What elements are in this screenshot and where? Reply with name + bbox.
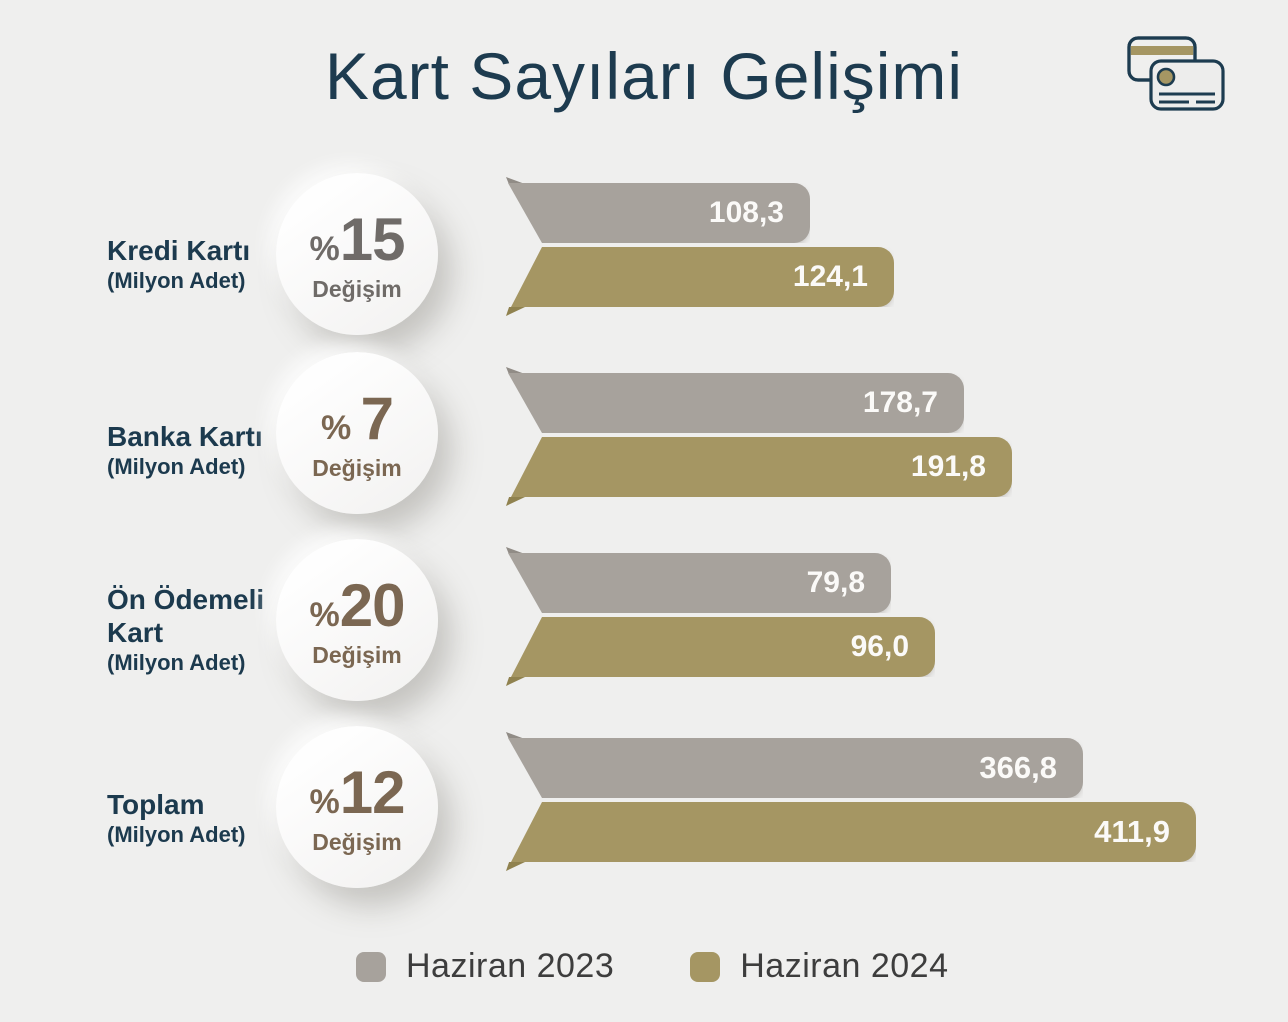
chevron-tip-bottom	[506, 677, 525, 686]
bar-haziran-2024: 411,9	[511, 802, 1196, 862]
change-percent: % 15	[309, 205, 406, 274]
category-name: Toplam	[107, 789, 205, 820]
change-percent: % 20	[309, 571, 406, 640]
category-label-kredi-karti: Kredi Kartı (Milyon Adet)	[107, 234, 297, 294]
bar-haziran-2023: 178,7	[508, 373, 964, 433]
percent-sign: %	[309, 230, 340, 268]
category-name: Kredi Kartı	[107, 235, 251, 266]
change-caption: Değişim	[312, 642, 402, 668]
bar-pair-toplam: 366,8 411,9	[506, 732, 1206, 871]
change-badge-banka-karti: % 7 Değişim	[276, 352, 438, 514]
change-percent: % 12	[309, 758, 406, 827]
category-name: Ön Ödemeli Kart	[107, 584, 265, 648]
bar-value-2024: 191,8	[910, 450, 986, 483]
legend-swatch-2023	[356, 951, 386, 982]
bar-value-2023: 79,8	[806, 566, 865, 599]
page-title: Kart Sayıları Gelişimi	[324, 39, 964, 113]
percent-sign: %	[309, 596, 340, 634]
bar-pair-banka-karti: 178,7 191,8	[506, 367, 1206, 506]
chevron-tip-bottom	[506, 862, 525, 871]
bar-value-2024: 411,9	[1094, 814, 1170, 849]
change-caption: Değişim	[312, 829, 402, 855]
category-unit: (Milyon Adet)	[107, 822, 246, 847]
change-caption: Değişim	[312, 455, 402, 481]
bar-value-2023: 108,3	[708, 196, 784, 229]
bar-value-2024: 96,0	[850, 630, 909, 663]
bar-value-2023: 366,8	[979, 750, 1057, 785]
legend-label-2023: Haziran 2023	[406, 947, 615, 985]
bar-pair-on-odemeli-kart: 79,8 96,0	[506, 547, 1206, 686]
percent-sign: %	[309, 783, 340, 821]
change-badge-kredi-karti: % 15 Değişim	[276, 173, 438, 335]
percent-sign: %	[320, 409, 361, 447]
bar-pair-kredi-karti: 108,3 124,1	[506, 177, 1206, 316]
category-name: Banka Kartı	[107, 421, 263, 452]
percent-value: 12	[339, 759, 406, 826]
bar-haziran-2023: 108,3	[508, 183, 810, 243]
chevron-tip-bottom	[506, 497, 525, 506]
legend: Haziran 2023 Haziran 2024	[356, 947, 949, 986]
percent-value: 7	[360, 385, 394, 452]
bar-haziran-2024: 124,1	[511, 247, 894, 307]
category-label-on-odemeli-kart: Ön Ödemeli Kart (Milyon Adet)	[107, 583, 297, 676]
bar-haziran-2023: 366,8	[508, 738, 1083, 798]
chevron-tip-bottom	[506, 307, 525, 316]
category-unit: (Milyon Adet)	[107, 454, 246, 479]
change-badge-toplam: % 12 Değişim	[276, 726, 438, 888]
percent-value: 20	[339, 572, 406, 639]
credit-cards-icon	[1127, 36, 1225, 111]
legend-label-2024: Haziran 2024	[740, 947, 949, 985]
category-unit: (Milyon Adet)	[107, 268, 246, 293]
change-percent: % 7	[320, 384, 394, 453]
chevron-tip-top	[506, 367, 525, 374]
legend-item-haziran-2023: Haziran 2023	[356, 947, 614, 986]
change-badge-on-odemeli-kart: % 20 Değişim	[276, 539, 438, 701]
legend-swatch-2024	[690, 951, 721, 982]
chevron-tip-top	[506, 732, 525, 739]
bar-value-2023: 178,7	[862, 386, 938, 419]
chevron-tip-top	[506, 177, 525, 184]
percent-value: 15	[339, 206, 406, 273]
chevron-tip-top	[506, 547, 525, 554]
category-unit: (Milyon Adet)	[107, 650, 246, 675]
category-label-banka-karti: Banka Kartı (Milyon Adet)	[107, 420, 297, 480]
category-label-toplam: Toplam (Milyon Adet)	[107, 788, 297, 848]
bar-haziran-2024: 96,0	[511, 617, 935, 677]
bar-value-2024: 124,1	[792, 260, 868, 293]
bar-haziran-2024: 191,8	[511, 437, 1012, 497]
legend-item-haziran-2024: Haziran 2024	[690, 947, 948, 986]
change-caption: Değişim	[312, 276, 402, 302]
bar-haziran-2023: 79,8	[508, 553, 891, 613]
